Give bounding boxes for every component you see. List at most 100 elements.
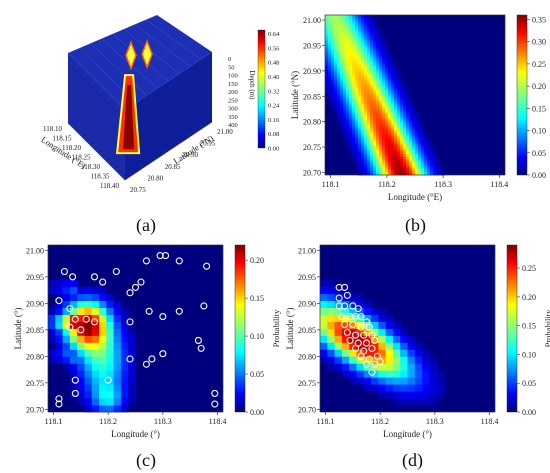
heat-cell [406, 151, 410, 155]
heat-cell [403, 129, 407, 133]
heat-cell [355, 89, 359, 93]
heat-cell [352, 124, 356, 128]
heat-cell [364, 36, 368, 40]
heat-cell [320, 314, 328, 322]
heat-cell [346, 121, 350, 125]
heat-cell [352, 153, 356, 157]
heat-cell [349, 81, 353, 85]
heat-cell [325, 47, 329, 51]
heat-cell [397, 89, 401, 93]
heat-cell [340, 79, 344, 83]
heat-cell [421, 151, 425, 155]
heat-cell [337, 73, 341, 77]
y-tick-label: 20.75 [298, 379, 316, 388]
heat-cell [69, 328, 78, 336]
heat-cell [367, 33, 371, 37]
heat-cell [379, 92, 383, 96]
heat-cell [62, 349, 71, 357]
heat-cell [358, 17, 362, 21]
heat-cell [370, 47, 374, 51]
heat-cell [424, 143, 428, 147]
x-tick-label: 118.35 [91, 173, 110, 181]
heat-cell [376, 84, 380, 88]
heat-cell [406, 143, 410, 147]
heat-cell [403, 119, 407, 123]
heat-cell [334, 39, 338, 43]
sample-point [55, 400, 63, 408]
heat-cell [367, 159, 371, 163]
box-top-face [68, 15, 212, 110]
y-tick-label: 21.00 [26, 246, 44, 255]
heat-cell [334, 33, 338, 37]
x-axis-label: Longitude (°) [383, 429, 432, 439]
y-tick-label: 21.00 [217, 128, 233, 136]
heat-cell [370, 103, 374, 107]
heat-cell [355, 23, 359, 27]
heat-cell [415, 135, 419, 139]
heat-cell [346, 108, 350, 112]
heat-cell [370, 33, 374, 37]
heat-cell [439, 169, 443, 173]
heat-cell [352, 28, 356, 32]
heat-cell [48, 328, 56, 336]
heat-cell [371, 356, 379, 364]
heat-cell [403, 140, 407, 144]
heat-cell [406, 140, 410, 144]
y-tick-label: 20.70 [298, 405, 316, 414]
heat-cell [406, 111, 410, 115]
colorbar [234, 244, 246, 413]
heat-cell [376, 143, 380, 147]
sample-point [371, 336, 379, 344]
heat-cell [349, 79, 353, 83]
heat-cell [397, 159, 401, 163]
heat-cell [429, 377, 438, 385]
heat-cell [385, 124, 389, 128]
heat-cell [376, 25, 380, 29]
heat-cell [367, 79, 371, 83]
heat-cell [331, 23, 335, 27]
heat-cell [334, 68, 338, 72]
heat-cell [349, 127, 353, 131]
heat-cell [69, 307, 78, 315]
heat-cell [106, 398, 115, 406]
colorbar [257, 29, 266, 149]
heat-cell [340, 36, 344, 40]
heat-cell [349, 113, 353, 117]
heat-cell [343, 55, 347, 59]
heat-cell [367, 25, 371, 29]
heat-cell [349, 63, 353, 67]
heat-cell [367, 17, 371, 21]
heat-cell [382, 73, 386, 77]
heat-cell [409, 113, 413, 117]
heat-cell [367, 111, 371, 115]
heat-cell [91, 391, 100, 399]
heat-cell [382, 55, 386, 59]
sample-point [142, 360, 150, 368]
heat-cell [370, 135, 374, 139]
heat-cell [391, 153, 395, 157]
heat-cell [352, 113, 356, 117]
heat-cell [99, 307, 107, 315]
heat-cell [99, 391, 107, 399]
heat-cell [48, 307, 56, 315]
heat-cell [91, 370, 100, 378]
heat-cell [55, 328, 63, 336]
heat-cell [400, 140, 404, 144]
heat-cell [327, 328, 335, 336]
heat-cell [421, 140, 425, 144]
heat-cell [349, 47, 353, 51]
heat-cell [343, 87, 347, 91]
heat-cell [409, 148, 413, 152]
heat-cell [352, 20, 356, 24]
heat-cell [361, 108, 365, 112]
heat-cell [406, 164, 410, 168]
heat-cell [385, 137, 389, 141]
heat-cell [400, 391, 408, 399]
heat-cell [334, 300, 343, 309]
heat-cell [397, 87, 401, 91]
heat-cell [355, 25, 359, 29]
heat-cell [325, 49, 329, 53]
heat-cell [373, 39, 377, 43]
heat-cell [356, 293, 365, 302]
heat-cell [99, 363, 107, 371]
